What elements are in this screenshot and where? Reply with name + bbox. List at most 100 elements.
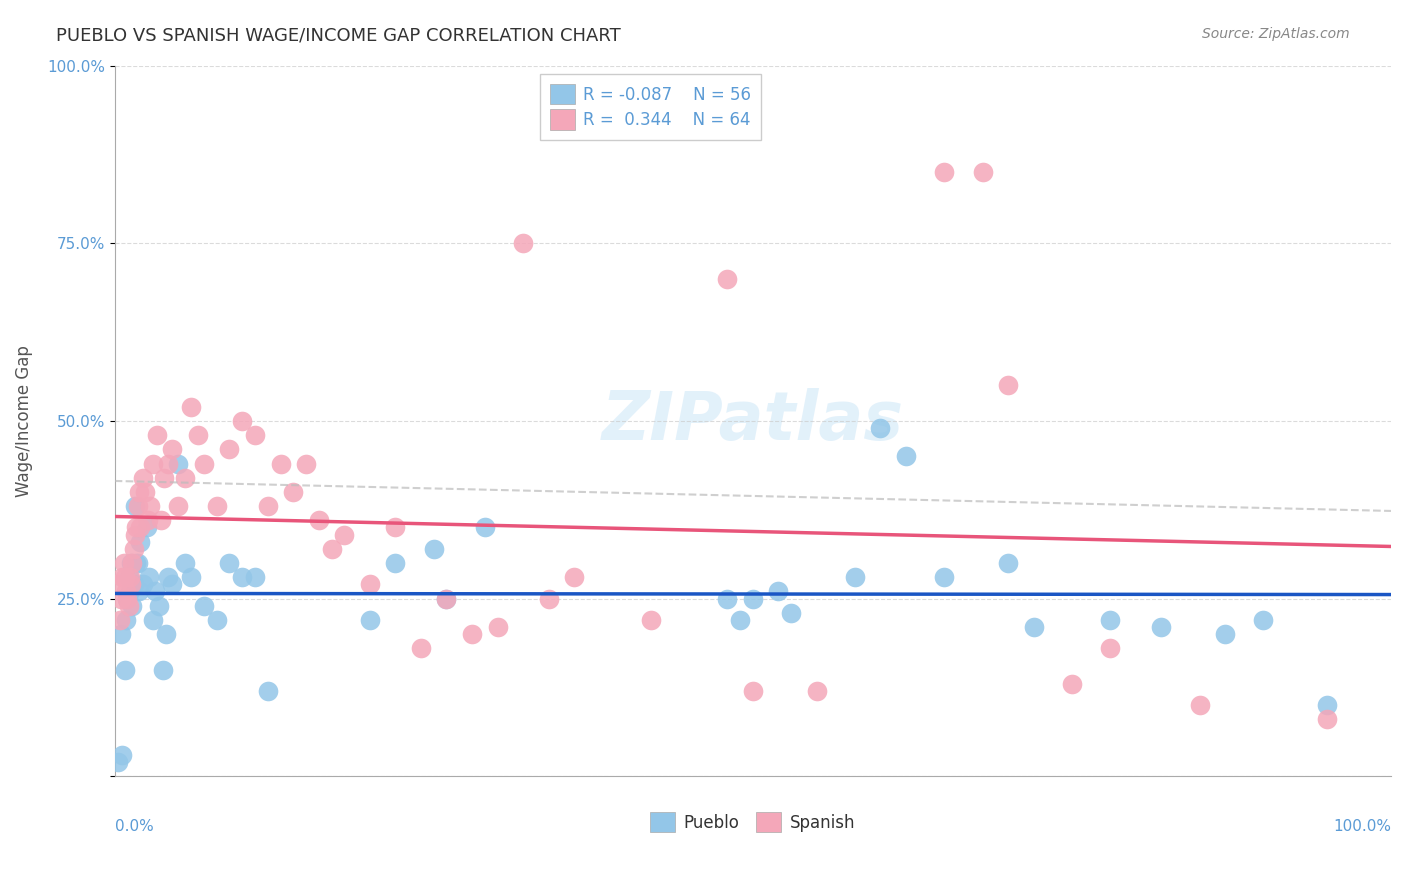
Point: [308, 513, 330, 527]
Point: [111, 747, 134, 762]
Text: 100.0%: 100.0%: [1333, 819, 1391, 834]
Point: [173, 556, 195, 570]
Point: [243, 570, 266, 584]
Point: [117, 591, 139, 606]
Point: [125, 520, 148, 534]
Point: [333, 527, 356, 541]
Point: [780, 606, 803, 620]
Point: [256, 499, 278, 513]
Point: [115, 613, 138, 627]
Point: [474, 520, 496, 534]
Point: [167, 457, 190, 471]
Point: [537, 591, 560, 606]
Point: [243, 428, 266, 442]
Point: [114, 570, 136, 584]
Point: [193, 599, 215, 613]
Point: [512, 236, 534, 251]
Point: [111, 570, 134, 584]
Point: [180, 400, 202, 414]
Point: [640, 613, 662, 627]
Point: [1060, 677, 1083, 691]
Point: [741, 684, 763, 698]
Point: [118, 599, 141, 613]
Point: [436, 591, 458, 606]
Point: [894, 450, 917, 464]
Point: [148, 599, 170, 613]
Point: [173, 471, 195, 485]
Point: [1099, 641, 1122, 656]
Point: [716, 272, 738, 286]
Point: [806, 684, 828, 698]
Point: [205, 613, 228, 627]
Point: [115, 584, 138, 599]
Point: [142, 457, 165, 471]
Point: [1316, 698, 1339, 713]
Point: [122, 541, 145, 556]
Point: [716, 591, 738, 606]
Point: [187, 428, 209, 442]
Point: [997, 556, 1019, 570]
Point: [110, 627, 132, 641]
Point: [461, 627, 484, 641]
Point: [1253, 613, 1275, 627]
Point: [107, 755, 129, 769]
Point: [193, 457, 215, 471]
Point: [321, 541, 343, 556]
Point: [1099, 613, 1122, 627]
Point: [145, 428, 167, 442]
Point: [486, 620, 509, 634]
Point: [997, 378, 1019, 392]
Point: [972, 165, 994, 179]
Point: [108, 613, 131, 627]
Point: [127, 499, 149, 513]
Point: [157, 457, 180, 471]
Point: [131, 471, 153, 485]
Point: [218, 442, 240, 457]
Point: [128, 485, 150, 500]
Point: [152, 663, 174, 677]
Point: [128, 584, 150, 599]
Text: ZIPatlas: ZIPatlas: [602, 388, 904, 454]
Point: [135, 520, 157, 534]
Point: [869, 421, 891, 435]
Point: [180, 570, 202, 584]
Point: [105, 577, 128, 591]
Point: [1213, 627, 1236, 641]
Point: [218, 556, 240, 570]
Point: [844, 570, 866, 584]
Point: [256, 684, 278, 698]
Point: [384, 556, 406, 570]
Point: [160, 442, 183, 457]
Point: [283, 485, 305, 500]
Point: [120, 556, 142, 570]
Point: [118, 570, 141, 584]
Point: [118, 570, 141, 584]
Point: [768, 584, 790, 599]
Point: [142, 613, 165, 627]
Point: [153, 471, 176, 485]
Point: [384, 520, 406, 534]
Point: [127, 556, 149, 570]
Point: [117, 591, 139, 606]
Point: [562, 570, 585, 584]
Point: [1150, 620, 1173, 634]
Point: [160, 577, 183, 591]
Text: 0.0%: 0.0%: [115, 819, 153, 834]
Point: [167, 499, 190, 513]
Point: [934, 165, 956, 179]
Point: [134, 485, 156, 500]
Point: [112, 556, 135, 570]
Point: [1188, 698, 1211, 713]
Y-axis label: Wage/Income Gap: Wage/Income Gap: [15, 345, 32, 497]
Point: [122, 577, 145, 591]
Point: [121, 599, 143, 613]
Point: [741, 591, 763, 606]
Point: [422, 541, 444, 556]
Point: [138, 570, 160, 584]
Point: [124, 499, 146, 513]
Text: Source: ZipAtlas.com: Source: ZipAtlas.com: [1202, 27, 1350, 41]
Point: [139, 499, 162, 513]
Point: [136, 513, 159, 527]
Point: [110, 591, 132, 606]
Text: PUEBLO VS SPANISH WAGE/INCOME GAP CORRELATION CHART: PUEBLO VS SPANISH WAGE/INCOME GAP CORREL…: [56, 27, 621, 45]
